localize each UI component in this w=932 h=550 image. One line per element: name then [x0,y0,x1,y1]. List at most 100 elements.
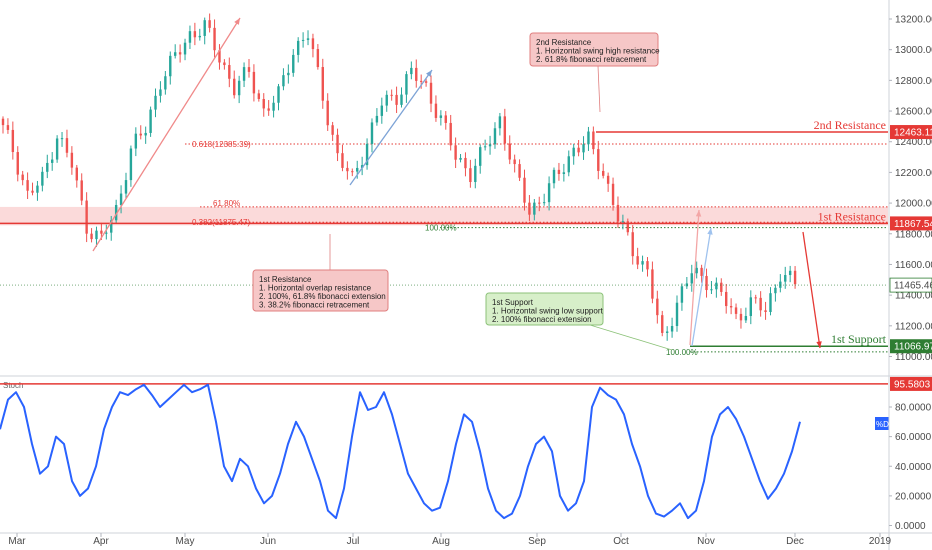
candle-body [488,144,492,147]
time-tick-label: Mar [8,536,26,547]
candle-body [360,165,364,168]
candle-body [395,94,398,105]
candle-body [670,326,674,332]
stoch-overbought-badge [890,376,932,391]
candle-body [769,293,772,312]
candle-body [479,147,482,166]
candle-body [720,282,723,292]
candle-body [321,67,324,101]
second-resistance-note-line: 2. 61.8% fibonacci retracement [536,55,647,64]
candle-body [405,74,408,95]
candle-body [124,180,128,194]
price-tick-label: 12800.00 [895,76,932,87]
candle-body [597,149,600,171]
candle-body [60,138,64,140]
candle-body [85,200,88,234]
candle-body [46,162,49,172]
price-tick-label: 11600.00 [895,260,932,271]
candle-body [164,76,167,90]
candle-body [656,298,659,316]
time-tick-label: Oct [613,536,629,547]
candle-body [454,145,457,160]
rebound-arrow [349,69,433,186]
candle-body [90,233,93,240]
candle-body [272,102,275,111]
target-arrow [802,231,821,349]
candle-body [774,287,777,294]
candle-body [370,122,374,144]
candle-body [326,100,329,126]
candle-body [469,168,472,183]
rally-arrow-head [234,18,240,25]
candle-body [380,105,384,116]
first-resistance-note-line: 2. 100%, 61.8% fibonacci extension [259,292,386,301]
first-resistance-badge-text: 11867.54 [894,219,932,230]
candle-body [233,78,236,96]
candle-body [665,331,669,333]
candle-body [218,50,221,63]
candle-body [159,89,162,96]
candle-body [267,108,270,111]
stoch-tick-label: 80.0000 [895,403,932,414]
candle-body [754,297,757,299]
candle-body [75,167,78,181]
candle-body [449,122,452,146]
candle-body [154,95,157,110]
candle-body [262,98,265,109]
candle-body [351,171,354,173]
candle-body [292,54,295,73]
candle-body [400,94,403,105]
current-price-badge-text: 11465.46 [894,281,932,292]
candle-body [680,286,684,303]
candle-body [80,180,83,201]
candle-body [734,307,738,314]
time-tick-label: 2019 [869,536,892,547]
candle-body [346,167,349,172]
fib-level-label: 100.00% [666,348,698,357]
price-tick-label: 11200.00 [895,321,932,332]
stochastic-panel: Stoch 95.5803 %D [0,376,932,520]
candle-body [188,31,192,43]
price-tick-label: 11400.00 [895,291,932,302]
price-tick-label: 13000.00 [895,45,932,56]
fib-extension-arrow-b-head [707,228,713,235]
first-resistance-label: 1st Resistance [818,209,886,223]
candle-body [410,67,413,75]
candle-body [700,267,703,276]
price-panel: 0.618(12385.39)61.80%0.382(11875.47)100.… [0,13,888,357]
candle-body [316,49,320,68]
candle-body [572,147,575,157]
candle-body [198,35,201,38]
first-resistance-note-line: 1st Resistance [259,275,312,284]
candle-body [533,202,536,215]
candle-body [464,157,467,169]
candle-body [26,180,29,191]
first-support-note-line: 1. Horizontal swing low support [492,307,603,316]
time-tick-label: Aug [432,536,450,547]
candle-body [134,133,138,149]
stoch-line [0,383,801,520]
first-support-note-pointer [589,324,673,351]
candle-body [695,267,698,274]
candle-body [144,132,147,136]
candle-body [587,131,590,145]
candle-body [474,165,477,183]
candle-body [651,269,654,299]
second-resistance-badge-text: 12463.11 [894,128,932,139]
candle-body [50,159,54,163]
candle-body [528,202,531,215]
stoch-d-tag [875,417,889,430]
time-tick-label: Jun [260,536,276,547]
candle-body [242,67,246,81]
candle-body [100,230,103,234]
candle-body [287,72,290,76]
candle-body [213,27,216,51]
candle-body [547,183,551,203]
candle-body [306,38,310,40]
second-resistance-note-line: 2nd Resistance [536,38,592,47]
first-support-badge [890,339,932,354]
candle-body [139,133,142,136]
candle-body [237,80,241,96]
